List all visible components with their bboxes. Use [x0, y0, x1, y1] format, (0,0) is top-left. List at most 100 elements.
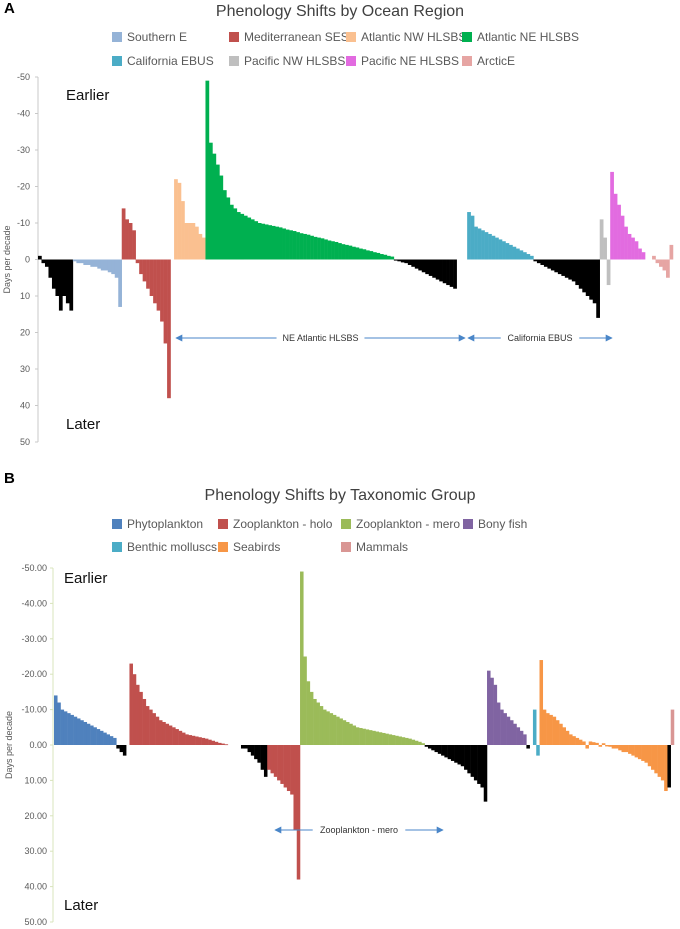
y-tick-label: -10.00 — [21, 705, 47, 715]
panel-b-title: Phenology Shifts by Taxonomic Group — [204, 487, 476, 504]
panel-a-letter: A — [4, 0, 15, 17]
bar — [139, 259, 143, 275]
bar — [428, 259, 433, 276]
bar — [270, 745, 275, 774]
bar — [322, 709, 327, 745]
bar — [582, 741, 586, 745]
bar — [97, 259, 102, 269]
bar — [296, 745, 301, 880]
bar — [638, 248, 642, 260]
bar — [571, 259, 576, 282]
bar — [532, 709, 537, 745]
bar — [185, 734, 189, 745]
bar — [533, 259, 538, 262]
bar — [278, 227, 283, 260]
bar — [601, 743, 606, 745]
bar — [76, 259, 81, 264]
bar — [188, 735, 193, 745]
bar — [516, 727, 521, 745]
bar — [596, 259, 600, 318]
bar — [365, 729, 370, 745]
bar — [627, 233, 632, 260]
legend-label: Bony fish — [478, 517, 528, 531]
legend-label: Atlantic NW HLSBS — [361, 30, 467, 44]
bar — [575, 737, 580, 745]
legend-label: Zooplankton - holo — [233, 517, 333, 531]
bar — [208, 739, 212, 745]
legend-item-phytoplankton: Phytoplankton — [112, 517, 203, 531]
bar — [146, 259, 150, 289]
bar — [348, 245, 353, 260]
bar — [540, 259, 545, 265]
bar — [142, 259, 147, 282]
earlier-label: Earlier — [64, 570, 108, 587]
bar — [435, 259, 440, 280]
bar — [299, 233, 304, 260]
legend-swatch — [462, 32, 472, 42]
bar — [509, 720, 514, 745]
bar — [334, 241, 339, 260]
bar — [421, 259, 426, 273]
bar — [139, 691, 143, 745]
bar — [326, 711, 330, 745]
bar — [233, 208, 238, 260]
later-label: Later — [64, 897, 99, 914]
bar — [116, 745, 120, 749]
bar — [442, 259, 447, 284]
legend-item-mediterranean-ses: Mediterranean SES — [229, 30, 349, 44]
bar — [512, 246, 517, 260]
bar — [418, 741, 422, 745]
legend-item-pacific-nw-hlsbs: Pacific NW HLSBS — [229, 54, 345, 68]
bar — [51, 259, 56, 289]
bar — [156, 259, 161, 311]
y-tick-label: 10.00 — [24, 775, 47, 785]
bar — [467, 212, 471, 260]
bar — [293, 745, 297, 830]
y-tick-label: 50.00 — [24, 917, 47, 927]
chart-a-plot: -50 -40 -30 -20 -10 0 10 20 30 40 50 Days per decad… — [2, 72, 674, 447]
bar — [539, 660, 544, 745]
bar — [515, 248, 520, 260]
legend-label: Mammals — [356, 540, 409, 554]
bar — [634, 745, 639, 758]
bar — [118, 259, 122, 307]
legend-swatch — [462, 56, 472, 66]
legend-swatch — [463, 519, 473, 529]
bar — [191, 223, 196, 260]
bar — [644, 745, 649, 763]
bar — [80, 720, 84, 745]
bar — [509, 244, 513, 260]
legend-swatch — [112, 56, 122, 66]
bar — [372, 252, 377, 260]
bar — [129, 663, 133, 745]
bar — [41, 259, 46, 264]
bar — [603, 237, 607, 260]
bar — [83, 721, 88, 745]
bar — [624, 745, 629, 753]
bar — [128, 223, 133, 260]
bar — [491, 235, 496, 260]
bar — [379, 254, 384, 260]
legend-label: Pacific NW HLSBS — [244, 54, 346, 68]
bar — [286, 745, 291, 792]
bar — [313, 698, 317, 745]
y-tick-label: -30 — [17, 145, 30, 155]
bar — [208, 142, 213, 260]
bar — [669, 244, 674, 260]
bar — [569, 734, 573, 745]
bar — [320, 238, 325, 260]
bar — [243, 215, 248, 260]
bar — [470, 745, 475, 777]
bar — [526, 745, 530, 749]
bar — [184, 223, 189, 260]
bar — [219, 175, 224, 260]
bar — [621, 745, 626, 753]
bar — [135, 259, 140, 264]
bar — [557, 259, 562, 275]
bar — [595, 742, 599, 745]
bar — [205, 80, 210, 260]
bar — [376, 252, 381, 260]
bar — [386, 255, 391, 260]
legend-swatch — [218, 519, 228, 529]
bar — [431, 745, 435, 751]
